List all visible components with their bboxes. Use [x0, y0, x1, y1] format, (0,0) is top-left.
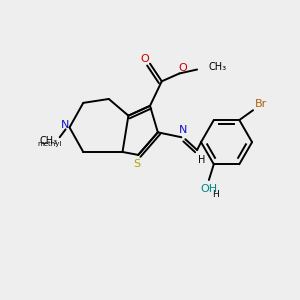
Text: S: S — [134, 159, 141, 169]
Text: Br: Br — [255, 99, 267, 109]
Text: N: N — [60, 121, 69, 130]
Text: OH: OH — [200, 184, 218, 194]
Text: O: O — [178, 63, 187, 73]
Text: N: N — [179, 125, 188, 135]
Text: O: O — [141, 54, 149, 64]
Text: methyl: methyl — [38, 141, 62, 147]
Text: H: H — [212, 190, 219, 199]
Text: H: H — [198, 155, 206, 165]
Text: CH₃: CH₃ — [40, 136, 58, 146]
Text: CH₃: CH₃ — [209, 61, 227, 72]
